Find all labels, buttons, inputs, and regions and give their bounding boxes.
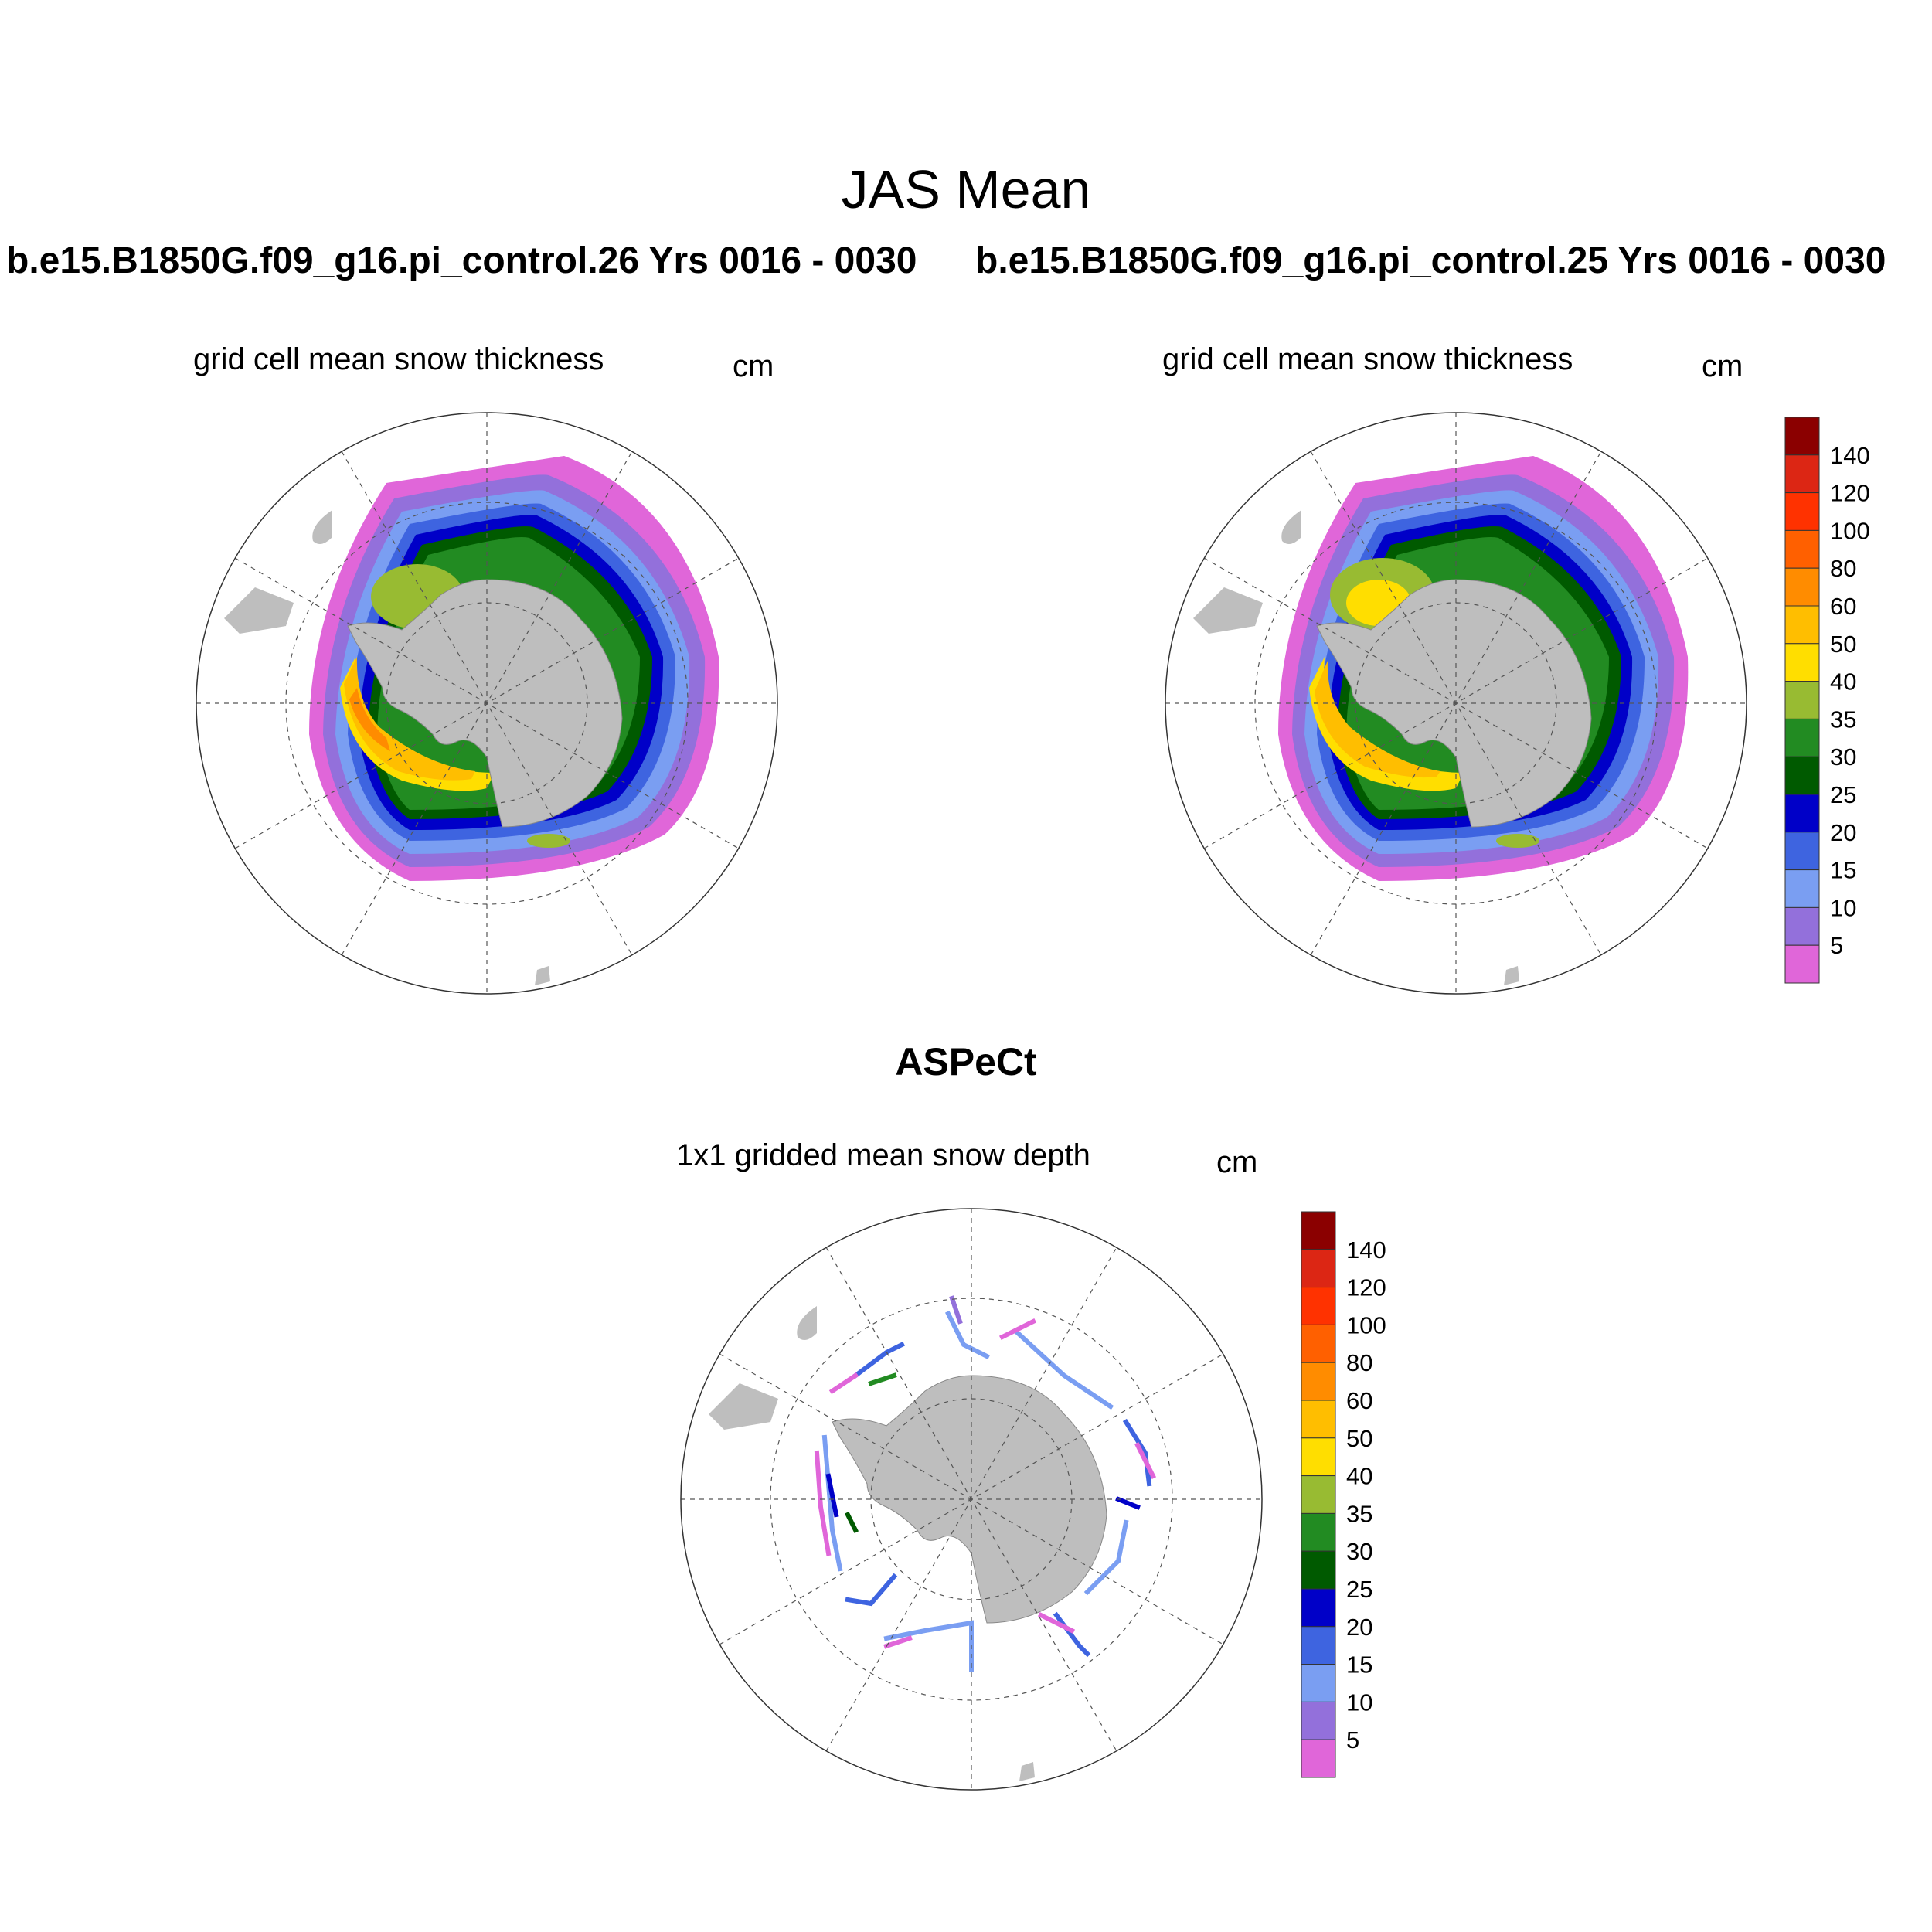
colorbar-swatch: [1301, 1550, 1336, 1590]
map-bottom: [680, 1208, 1263, 1791]
colorbar-swatch: [1784, 454, 1820, 494]
colorbar-tick-label: 30: [1346, 1538, 1372, 1565]
colorbar-tick-label: 140: [1830, 442, 1870, 469]
colorbar-swatch: [1301, 1362, 1336, 1401]
run-title-right: b.e15.B1850G.f09_g16.pi_control.25 Yrs 0…: [975, 240, 1886, 281]
colorbar-tick-label: 10: [1346, 1689, 1372, 1716]
colorbar-swatch: [1784, 869, 1820, 908]
colorbar-bottom: 5 10 15 20 25 30 35 40 50 60 80 100 120 140: [1301, 1211, 1386, 1778]
obs-title: ASPeCt: [895, 1040, 1037, 1083]
colorbar-swatch: [1301, 1626, 1336, 1665]
colorbar-swatch: [1301, 1664, 1336, 1702]
colorbar-tick-label: 20: [1346, 1614, 1372, 1641]
colorbar-swatch: [1784, 794, 1820, 833]
colorbar-tick-label: 100: [1830, 517, 1870, 544]
colorbar-swatch: [1784, 832, 1820, 871]
colorbar-tick-label: 140: [1346, 1236, 1386, 1264]
colorbar-top: 5 10 15 20 25 30 35 40 50 60 80 100 120 140: [1784, 417, 1870, 984]
colorbar-tick-label: 100: [1346, 1311, 1386, 1338]
colorbar-tick-label: 25: [1346, 1576, 1372, 1603]
colorbar-swatch: [1784, 756, 1820, 795]
main-title: JAS Mean: [841, 159, 1091, 219]
colorbar-swatch: [1784, 529, 1820, 569]
ship-tracks: [814, 1295, 1157, 1672]
colorbar-swatch: [1301, 1400, 1336, 1439]
colorbar-swatch: [1301, 1512, 1336, 1552]
colorbar-tick-label: 5: [1346, 1726, 1359, 1753]
colorbar-tick-label: 120: [1830, 480, 1870, 507]
colorbar-tick-label: 120: [1346, 1274, 1386, 1301]
colorbar-swatch: [1784, 605, 1820, 645]
panel-label-right: grid cell mean snow thickness: [1162, 342, 1573, 376]
colorbar-swatch: [1301, 1324, 1336, 1363]
colorbar-tick-label: 20: [1830, 819, 1856, 846]
colorbar-swatch: [1784, 643, 1820, 682]
colorbar-tick-label: 15: [1346, 1651, 1372, 1679]
colorbar-swatch: [1784, 718, 1820, 757]
colorbar-swatch: [1301, 1437, 1336, 1477]
colorbar-tick-label: 50: [1830, 631, 1856, 658]
colorbar-tick-label: 40: [1830, 668, 1856, 696]
colorbar-swatch: [1784, 944, 1820, 984]
colorbar-swatch: [1301, 1588, 1336, 1628]
colorbar-swatch: [1784, 492, 1820, 531]
colorbar-tick-label: 5: [1830, 932, 1843, 959]
colorbar-swatch: [1784, 906, 1820, 946]
colorbar-tick-label: 25: [1830, 781, 1856, 808]
run-title-left: b.e15.B1850G.f09_g16.pi_control.26 Yrs 0…: [6, 240, 917, 281]
map-left: [196, 412, 778, 995]
panel-label-bottom: 1x1 gridded mean snow depth: [676, 1138, 1090, 1172]
panel-unit-bottom: cm: [1216, 1145, 1258, 1179]
colorbar-tick-label: 50: [1346, 1425, 1372, 1452]
colorbar-tick-label: 80: [1830, 555, 1856, 582]
colorbar-tick-label: 60: [1346, 1387, 1372, 1414]
colorbar-tick-label: 40: [1346, 1463, 1372, 1490]
map-right: [1165, 412, 1747, 995]
colorbar-swatch: [1301, 1211, 1336, 1250]
colorbar-swatch: [1301, 1249, 1336, 1288]
panel-unit-right: cm: [1702, 349, 1743, 383]
colorbar-swatch: [1301, 1475, 1336, 1514]
colorbar-swatch: [1784, 417, 1820, 456]
colorbar-swatch: [1301, 1739, 1336, 1778]
colorbar-tick-label: 10: [1830, 894, 1856, 921]
colorbar-tick-label: 35: [1346, 1500, 1372, 1527]
colorbar-tick-label: 15: [1830, 857, 1856, 884]
colorbar-swatch: [1301, 1701, 1336, 1740]
colorbar-tick-label: 35: [1830, 706, 1856, 733]
colorbar-tick-label: 60: [1830, 593, 1856, 620]
panel-label-left: grid cell mean snow thickness: [193, 342, 604, 376]
colorbar-swatch: [1784, 567, 1820, 607]
colorbar-tick-label: 30: [1830, 743, 1856, 770]
colorbar-swatch: [1301, 1287, 1336, 1325]
colorbar-tick-label: 80: [1346, 1349, 1372, 1376]
panel-unit-left: cm: [733, 349, 774, 383]
colorbar-swatch: [1784, 681, 1820, 719]
